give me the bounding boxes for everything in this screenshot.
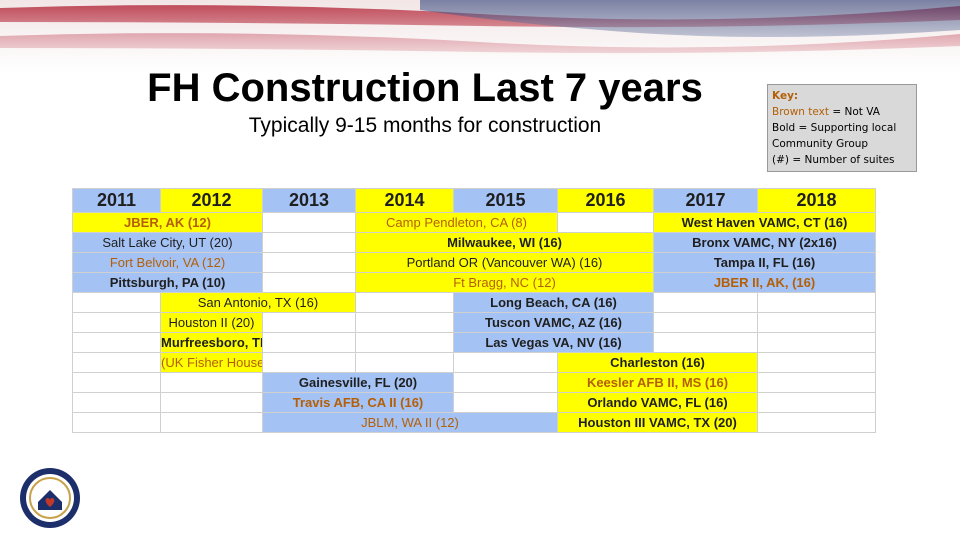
project-cell: Charleston (16) — [557, 352, 758, 373]
project-cell: JBLM, WA II (12) — [262, 412, 558, 433]
project-cell: Las Vegas VA, NV (16) — [453, 332, 654, 353]
project-cell: Orlando VAMC, FL (16) — [557, 392, 758, 413]
project-cell: Travis AFB, CA II (16) — [262, 392, 454, 413]
project-cell: Camp Pendleton, CA (8) — [355, 212, 558, 233]
year-header: 2012 — [160, 188, 263, 213]
project-cell: Keesler AFB II, MS (16) — [557, 372, 758, 393]
year-header: 2016 — [557, 188, 654, 213]
year-header: 2014 — [355, 188, 454, 213]
key-line: Bold = Supporting local Community Group — [772, 122, 897, 150]
year-header: 2015 — [453, 188, 558, 213]
project-cell: JBER II, AK, (16) — [653, 272, 876, 293]
year-header: 2013 — [262, 188, 356, 213]
key-desc: = Not VA — [832, 106, 880, 118]
schedule-table: 2011 2012 2013 2014 2015 2016 2017 2018 … — [72, 188, 876, 433]
project-cell: Gainesville, FL (20) — [262, 372, 454, 393]
key-line: Brown text = Not VA — [772, 104, 912, 120]
year-header: 2017 — [653, 188, 758, 213]
project-cell: Houston III VAMC, TX (20) — [557, 412, 758, 433]
project-cell: Long Beach, CA (16) — [453, 292, 654, 313]
flag-banner — [0, 0, 960, 72]
project-cell: Tuscon VAMC, AZ (16) — [453, 312, 654, 333]
title: FH Construction Last 7 years — [147, 66, 703, 110]
project-cell: Salt Lake City, UT (20) — [72, 232, 263, 253]
project-cell: JBER, AK (12) — [72, 212, 263, 233]
key-box: Key: Brown text = Not VA Bold = Supporti… — [767, 84, 917, 172]
project-cell: Portland OR (Vancouver WA) (16) — [355, 252, 654, 273]
key-line: (#) = Number of suites — [772, 154, 895, 166]
project-cell: Bronx VAMC, NY (2x16) — [653, 232, 876, 253]
year-header: 2011 — [72, 188, 161, 213]
year-header: 2018 — [757, 188, 876, 213]
key-title: Key: — [772, 90, 799, 102]
project-cell: San Antonio, TX (16) — [160, 292, 356, 313]
project-cell: (UK Fisher House) — [160, 352, 263, 373]
project-cell: Murfreesboro, TN (12) — [160, 332, 263, 353]
project-cell: West Haven VAMC, CT (16) — [653, 212, 876, 233]
project-cell: Milwaukee, WI (16) — [355, 232, 654, 253]
project-cell: Tampa II, FL (16) — [653, 252, 876, 273]
project-cell: Fort Belvoir, VA (12) — [72, 252, 263, 273]
project-cell: Houston II (20) — [160, 312, 263, 333]
project-cell: Ft Bragg, NC (12) — [355, 272, 654, 293]
subtitle: Typically 9-15 months for construction — [248, 114, 602, 137]
project-cell: Pittsburgh, PA (10) — [72, 272, 263, 293]
logo — [20, 468, 80, 528]
key-term: Brown text — [772, 106, 830, 118]
